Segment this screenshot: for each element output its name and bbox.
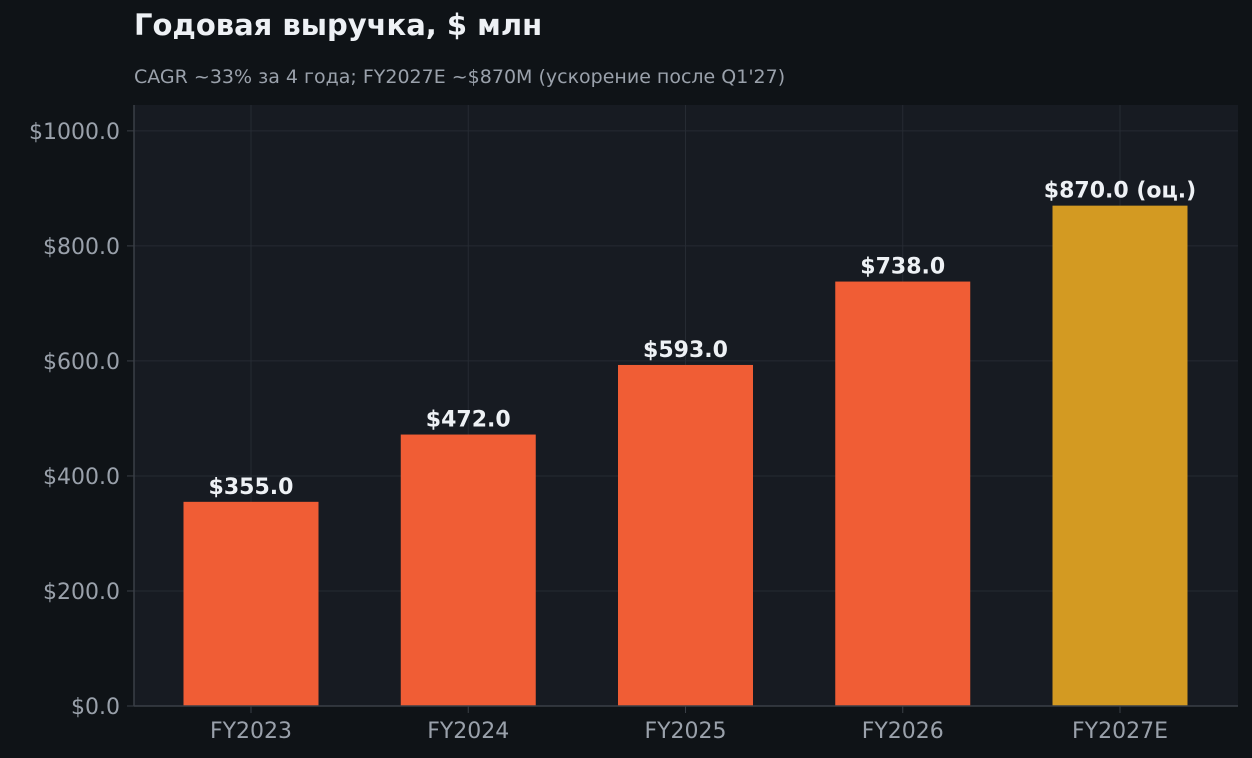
x-axis-ticks: FY2023 FY2024 FY2025 FY2026 FY2027E: [210, 706, 1168, 744]
y-tick-label: $800.0: [43, 235, 120, 260]
y-tick-label: $0.0: [71, 695, 120, 720]
bar-fy2027e: [1052, 205, 1188, 706]
x-tick-label: FY2025: [644, 719, 726, 744]
y-tick-label: $1000.0: [29, 120, 120, 145]
y-tick-label: $400.0: [43, 465, 120, 490]
bar-value-label: $355.0: [209, 475, 294, 500]
bars: [183, 205, 1188, 706]
bar-fy2024: [400, 434, 536, 706]
bar-value-label: $472.0: [426, 408, 511, 433]
bar-fy2025: [618, 364, 753, 706]
x-tick-label: FY2026: [862, 719, 944, 744]
y-tick-label: $200.0: [43, 580, 120, 605]
axes: [133, 105, 1238, 707]
bar-fy2026: [835, 281, 971, 706]
bar-value-label: $870.0 (оц.): [1044, 179, 1196, 204]
bar-fy2023: [183, 501, 319, 706]
x-tick-label: FY2023: [210, 719, 292, 744]
bar-labels: $355.0 $472.0 $593.0 $738.0 $870.0 (оц.): [209, 179, 1197, 500]
y-axis-ticks: $0.0 $200.0 $400.0 $600.0 $800.0 $1000.0: [29, 120, 134, 720]
x-tick-label: FY2024: [427, 719, 509, 744]
x-tick-label: FY2027E: [1072, 719, 1168, 744]
bar-value-label: $593.0: [643, 338, 728, 363]
chart-title: Годовая выручка, $ млн: [134, 8, 543, 42]
chart-subtitle: CAGR ~33% за 4 года; FY2027E ~$870M (уск…: [134, 66, 786, 88]
y-tick-label: $600.0: [43, 350, 120, 375]
bar-value-label: $738.0: [860, 255, 945, 280]
